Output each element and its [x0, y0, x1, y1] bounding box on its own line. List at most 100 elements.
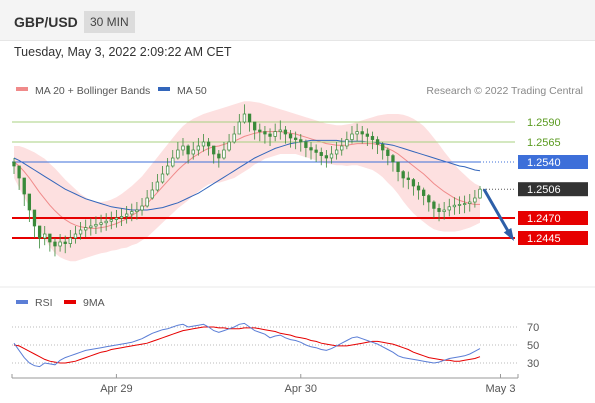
candle-body: [94, 224, 98, 227]
rsi-ma9-line: [13, 326, 481, 364]
candle-body: [43, 233, 47, 239]
level-label-1.2590: 1.2590: [527, 117, 561, 129]
copyright-label: Research © 2022 Trading Central: [426, 85, 583, 97]
candle-body: [293, 137, 298, 140]
legend-swatch-9ma: [64, 300, 76, 304]
candle-body: [391, 155, 395, 163]
candle-body: [227, 141, 231, 151]
candle-body: [217, 153, 221, 159]
candle-body: [447, 206, 451, 211]
legend-label-ma-bb: MA 20 + Bollinger Bands: [35, 85, 150, 97]
level-label-1.2506: 1.2506: [527, 184, 561, 196]
candle-body: [242, 113, 247, 123]
candle-body: [324, 155, 329, 159]
candle-body: [334, 149, 339, 155]
candle-body: [370, 136, 375, 140]
candle-body: [114, 217, 119, 220]
legend-label-9ma: 9MA: [83, 297, 105, 309]
candle-body: [314, 149, 318, 153]
level-label-1.2445: 1.2445: [527, 233, 561, 245]
candle-body: [37, 225, 42, 239]
candle-body: [32, 209, 37, 227]
candle-body: [196, 145, 201, 151]
candle-body: [478, 188, 482, 199]
candle-body: [58, 241, 62, 247]
candle-body: [386, 149, 390, 156]
candle-body: [329, 153, 334, 159]
candle-body: [130, 211, 134, 215]
candle-body: [150, 189, 154, 199]
candle-body: [437, 208, 441, 212]
x-tick-label: Apr 30: [285, 383, 317, 395]
candle-body: [145, 197, 149, 207]
level-badge-1.2445: [518, 231, 588, 245]
timeframe-badge[interactable]: 30 MIN: [84, 11, 135, 33]
candle-body: [109, 219, 113, 222]
legend-label-ma50: MA 50: [177, 85, 207, 97]
candle-body: [232, 133, 236, 143]
rsi-level-label-50: 50: [527, 340, 539, 352]
candle-body: [299, 139, 303, 143]
candle-body: [135, 209, 139, 212]
candle-body: [206, 141, 211, 147]
candle-body: [222, 149, 226, 159]
candle-body: [78, 229, 83, 235]
candle-body: [473, 197, 477, 203]
candle-body: [84, 227, 88, 231]
candle-body: [462, 203, 467, 205]
rsi-line: [13, 322, 481, 368]
candle-body: [381, 144, 385, 151]
candle-body: [201, 141, 206, 147]
candle-body: [288, 133, 293, 139]
candle-body: [171, 157, 175, 167]
candle-body: [345, 139, 349, 147]
candle-body: [360, 131, 364, 135]
candle-body: [186, 145, 190, 155]
candle-body: [268, 133, 272, 137]
level-label-1.2565: 1.2565: [527, 137, 561, 149]
candle-body: [432, 201, 436, 209]
candle-body: [375, 139, 380, 145]
legend-swatch-rsi: [16, 300, 28, 304]
candle-body: [125, 213, 129, 217]
chart-header: GBP/USD 30 MIN: [0, 0, 595, 41]
candle-body: [355, 131, 359, 135]
x-tick-label: May 3: [485, 383, 515, 395]
candle-body: [406, 177, 410, 180]
candle-body: [283, 129, 288, 135]
candle-body: [73, 233, 78, 239]
candle-body: [99, 222, 103, 225]
level-badge-1.2506: [518, 182, 588, 197]
forecast-arrow-head: [503, 228, 514, 241]
legend-swatch-ma50: [158, 87, 170, 91]
candle-body: [237, 121, 241, 135]
candle-body: [22, 177, 26, 195]
candle-body: [309, 147, 313, 151]
candle-body: [48, 233, 52, 243]
candle-body: [416, 185, 421, 191]
legend-label-rsi: RSI: [35, 297, 53, 309]
candle-body: [63, 241, 67, 244]
candle-body: [411, 179, 416, 187]
forecast-arrow-shaft: [482, 188, 514, 239]
rsi-level-label-70: 70: [527, 322, 539, 334]
candle-body: [155, 181, 160, 191]
candle-body: [396, 161, 400, 172]
candle-body: [263, 131, 267, 135]
candle-body: [457, 204, 462, 206]
candle-body: [140, 205, 144, 211]
candle-body: [212, 145, 216, 155]
candle-body: [278, 129, 282, 132]
datetime-label: Tuesday, May 3, 2022 2:09:22 AM CET: [14, 45, 232, 59]
candle-body: [427, 195, 431, 203]
candle-body: [422, 189, 426, 196]
candle-body: [119, 216, 124, 219]
candle-body: [53, 241, 57, 247]
candle-body: [442, 209, 446, 212]
rsi-level-label-30: 30: [527, 358, 539, 370]
candle-body: [304, 141, 308, 148]
candle-body: [452, 204, 457, 208]
symbol-label: GBP/USD: [14, 14, 78, 30]
